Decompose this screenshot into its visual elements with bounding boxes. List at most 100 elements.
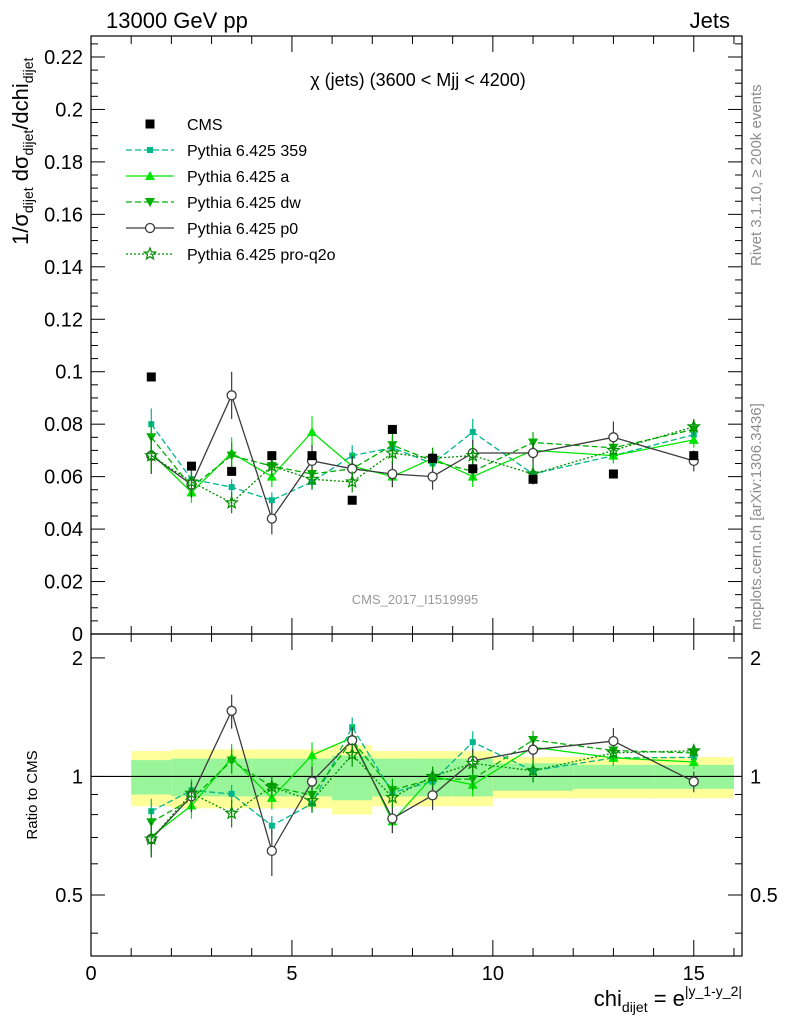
series-point [344,746,360,761]
x-tick-label-3: 15 [683,963,705,985]
y-tick-label-9: 0.18 [44,152,83,174]
x-axis-label: chidijet = e|y_1-y_2| [594,983,742,1015]
series-point [686,743,702,758]
series-point [304,793,320,807]
axes-layer: 0 0.02 0.04 0.06 0.08 0.1 0.12 0.14 0.16 0.18 0.2 0… [44,36,778,985]
series-point [688,776,699,787]
series-point [344,474,360,489]
legend-item-2: Pythia 6.425 a [126,169,289,186]
ratio-tick-label-right-0: 0.5 [750,885,778,907]
series-point [228,484,235,491]
x-tick-label-2: 10 [482,963,504,985]
legend-item-3: Pythia 6.425 dw [126,195,301,212]
series-line-3 [150,708,695,853]
series-point [385,789,400,804]
series-line-3 [150,393,694,521]
legend-marker [145,198,155,207]
data-point [608,469,618,479]
series-point [307,427,318,437]
series-point [688,434,699,444]
series-point [606,745,621,760]
series-point [469,429,476,436]
x-tick-label-1: 5 [286,963,297,985]
mcplots-label: mcplots.cern.ch [arXiv:1306.3436] [748,403,765,630]
header-left: 13000 GeV pp [106,8,248,33]
legend: CMS Pythia 6.425 359 Pythia 6.425 a Pythia … [126,117,336,264]
series-point [525,763,541,777]
data-point [387,424,397,434]
data-point [689,451,699,461]
series-point [306,776,318,787]
ratio-tick-label-2: 2 [72,648,83,670]
series-point [427,471,438,482]
data-point [267,451,277,461]
legend-label-1: Pythia 6.425 359 [187,143,307,160]
ratio-tick-label-1: 1 [72,766,83,788]
series-line-0 [151,725,694,827]
legend-marker [142,246,158,261]
series-point [387,468,398,480]
y-tick-label-6: 0.12 [44,309,83,331]
series-point [266,513,277,524]
series-point [465,447,481,462]
series-line-2 [150,428,694,489]
series-point [264,779,280,794]
series-point [307,750,318,760]
series-line-0 [150,423,694,501]
series-point [226,451,237,461]
ratio-tick-label-0: 0.5 [55,885,83,907]
ratio-frame [90,633,743,957]
y-tick-label-11: 0.22 [44,47,83,69]
x-tick-label-0: 0 [85,963,96,985]
series-ratio-4 [144,743,702,855]
legend-marker [145,119,155,129]
series-point [606,442,621,457]
series-point [465,755,481,770]
legend-marker [147,147,153,153]
series-point [385,445,400,460]
series-point [268,497,275,504]
legend-marker [144,222,156,234]
rivet-label: Rivet 3.1.10, ≥ 200k events [748,84,765,266]
series-point [226,756,237,766]
series-point [268,822,275,829]
series-point [467,775,478,785]
series-point [184,785,199,800]
data-point [428,453,438,463]
series-point [427,790,438,801]
y-tick-label-5: 0.1 [55,362,83,384]
ratio-y-axis-label: Ratio to CMS [24,750,41,839]
series-point [686,419,702,434]
series-point [527,744,539,755]
legend-marker [145,171,155,180]
watermark: CMS_2017_I1519995 [352,592,479,607]
series-point [469,739,476,746]
legend-item-1: Pythia 6.425 359 [126,143,307,160]
legend-label-3: Pythia 6.425 dw [187,195,301,212]
series-point [226,390,237,401]
series-data-cms [146,372,699,505]
series-main-4 [144,418,702,514]
legend-item-0: CMS [145,117,223,134]
data-point [186,461,196,471]
series-point [228,790,235,797]
y-tick-label-7: 0.14 [44,257,83,279]
y-tick-label-1: 0.02 [44,572,83,594]
ratio-tick-label-right-2: 2 [750,648,761,670]
chart-title: χ (jets) (3600 < Mjj < 4200) [310,70,526,90]
data-point [468,464,478,474]
y-tick-label-4: 0.08 [44,414,83,436]
data-point [146,372,156,382]
legend-label-0: CMS [187,117,223,134]
frames [90,35,743,957]
y-tick-label-3: 0.06 [44,467,83,489]
series-point [608,735,619,747]
series-point [144,831,159,846]
legend-label-2: Pythia 6.425 a [187,169,289,186]
series-point [264,458,280,473]
series-point [387,813,398,824]
series-line-2 [150,739,694,823]
y-axis-label: 1/σdijet dσdijet/dchidijet [8,57,36,245]
series-point [266,845,277,857]
